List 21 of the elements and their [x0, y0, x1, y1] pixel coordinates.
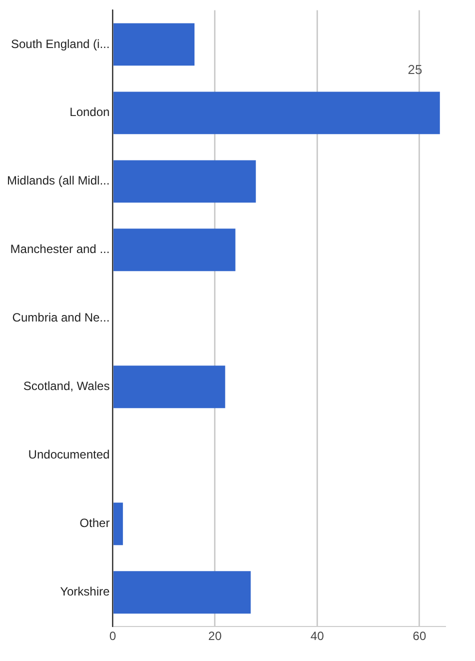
- y-tick-label: Undocumented: [28, 448, 110, 462]
- y-tick-label: Manchester and ...: [10, 242, 110, 256]
- bar: [113, 160, 256, 203]
- x-tick-label: 40: [310, 629, 324, 644]
- bar: [113, 23, 194, 66]
- y-tick-label: Yorkshire: [60, 584, 110, 599]
- bar: [113, 228, 236, 272]
- y-tick-label: Other: [80, 516, 110, 530]
- bar: [113, 366, 226, 408]
- x-tick-label: 20: [208, 629, 222, 644]
- x-tick-label: 0: [109, 629, 116, 644]
- bar: [113, 92, 440, 134]
- y-tick-label: South England (i...: [10, 36, 110, 51]
- y-tick-label: Scotland, Wales: [23, 379, 110, 394]
- annotation: 25: [408, 62, 422, 77]
- y-tick-label: London: [70, 105, 110, 120]
- y-tick-label: Midlands (all Midl...: [6, 174, 110, 188]
- y-tick-label: Cumbria and Ne...: [12, 310, 110, 325]
- bar: [113, 502, 123, 546]
- bar: [113, 571, 251, 614]
- x-tick-label: 60: [412, 629, 426, 644]
